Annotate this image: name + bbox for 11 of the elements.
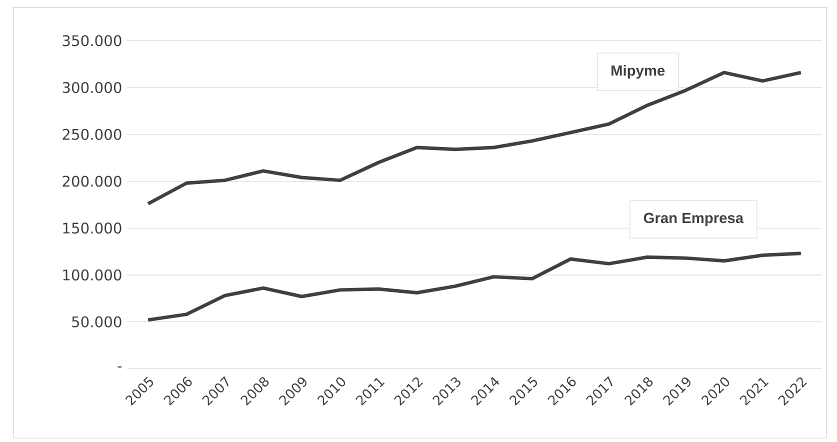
- y-tick-label: -: [118, 366, 122, 368]
- text: Gran Empresa: [644, 212, 744, 226]
- y-tick-label: 350.000: [62, 35, 122, 46]
- y-tick-label: 200.000: [62, 176, 122, 187]
- y-tick-label: 300.000: [62, 82, 122, 94]
- y-tick-label: 100.000: [63, 269, 122, 280]
- series-label: Mipyme: [612, 64, 665, 79]
- line-series: [146, 252, 803, 322]
- y-tick-label: 50.000: [72, 316, 122, 328]
- y-tick-label: 150.000: [63, 222, 122, 234]
- y-tick-label: 250.000: [62, 128, 122, 140]
